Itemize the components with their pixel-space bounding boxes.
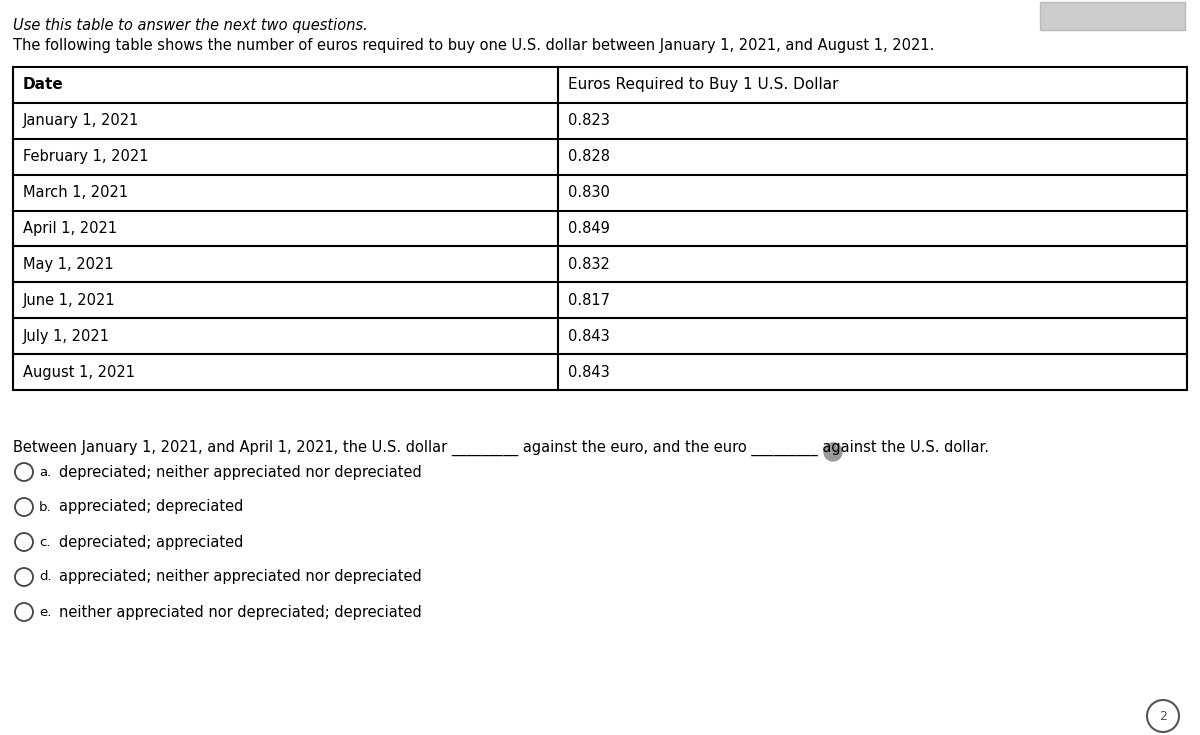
Text: appreciated; depreciated: appreciated; depreciated	[59, 500, 244, 514]
Text: July 1, 2021: July 1, 2021	[23, 329, 110, 344]
Bar	[1040, 2, 1186, 30]
Text: 0.843: 0.843	[568, 329, 610, 344]
Text: June 1, 2021: June 1, 2021	[23, 293, 115, 308]
Text: 0.843: 0.843	[568, 365, 610, 379]
Text: 0.832: 0.832	[568, 257, 610, 272]
Circle shape	[824, 443, 842, 461]
Text: 0.823: 0.823	[568, 113, 610, 129]
Text: d.: d.	[38, 570, 52, 584]
Text: Date: Date	[23, 77, 64, 93]
Text: depreciated; neither appreciated nor depreciated: depreciated; neither appreciated nor dep…	[59, 465, 421, 479]
Text: 0.828: 0.828	[568, 149, 610, 164]
Text: August 1, 2021: August 1, 2021	[23, 365, 134, 379]
Text: 0.817: 0.817	[568, 293, 610, 308]
Text: January 1, 2021: January 1, 2021	[23, 113, 139, 129]
Text: March 1, 2021: March 1, 2021	[23, 185, 128, 200]
Text: February 1, 2021: February 1, 2021	[23, 149, 149, 164]
Text: neither appreciated nor depreciated; depreciated: neither appreciated nor depreciated; dep…	[59, 604, 421, 620]
Text: April 1, 2021: April 1, 2021	[23, 221, 118, 236]
Text: c.: c.	[38, 536, 50, 548]
Text: May 1, 2021: May 1, 2021	[23, 257, 114, 272]
Text: a.: a.	[38, 465, 52, 478]
Text: 2: 2	[1159, 709, 1166, 723]
Text: depreciated; appreciated: depreciated; appreciated	[59, 534, 244, 550]
Text: appreciated; neither appreciated nor depreciated: appreciated; neither appreciated nor dep…	[59, 570, 421, 584]
Text: 0.849: 0.849	[568, 221, 610, 236]
Text: e.: e.	[38, 606, 52, 618]
Text: Between January 1, 2021, and April 1, 2021, the U.S. dollar _________ against th: Between January 1, 2021, and April 1, 20…	[13, 440, 989, 456]
Text: The following table shows the number of euros required to buy one U.S. dollar be: The following table shows the number of …	[13, 38, 935, 53]
Text: 0.830: 0.830	[568, 185, 610, 200]
Text: b.: b.	[38, 501, 52, 514]
Text: Euros Required to Buy 1 U.S. Dollar: Euros Required to Buy 1 U.S. Dollar	[568, 77, 839, 93]
Text: Use this table to answer the next two questions.: Use this table to answer the next two qu…	[13, 18, 367, 33]
